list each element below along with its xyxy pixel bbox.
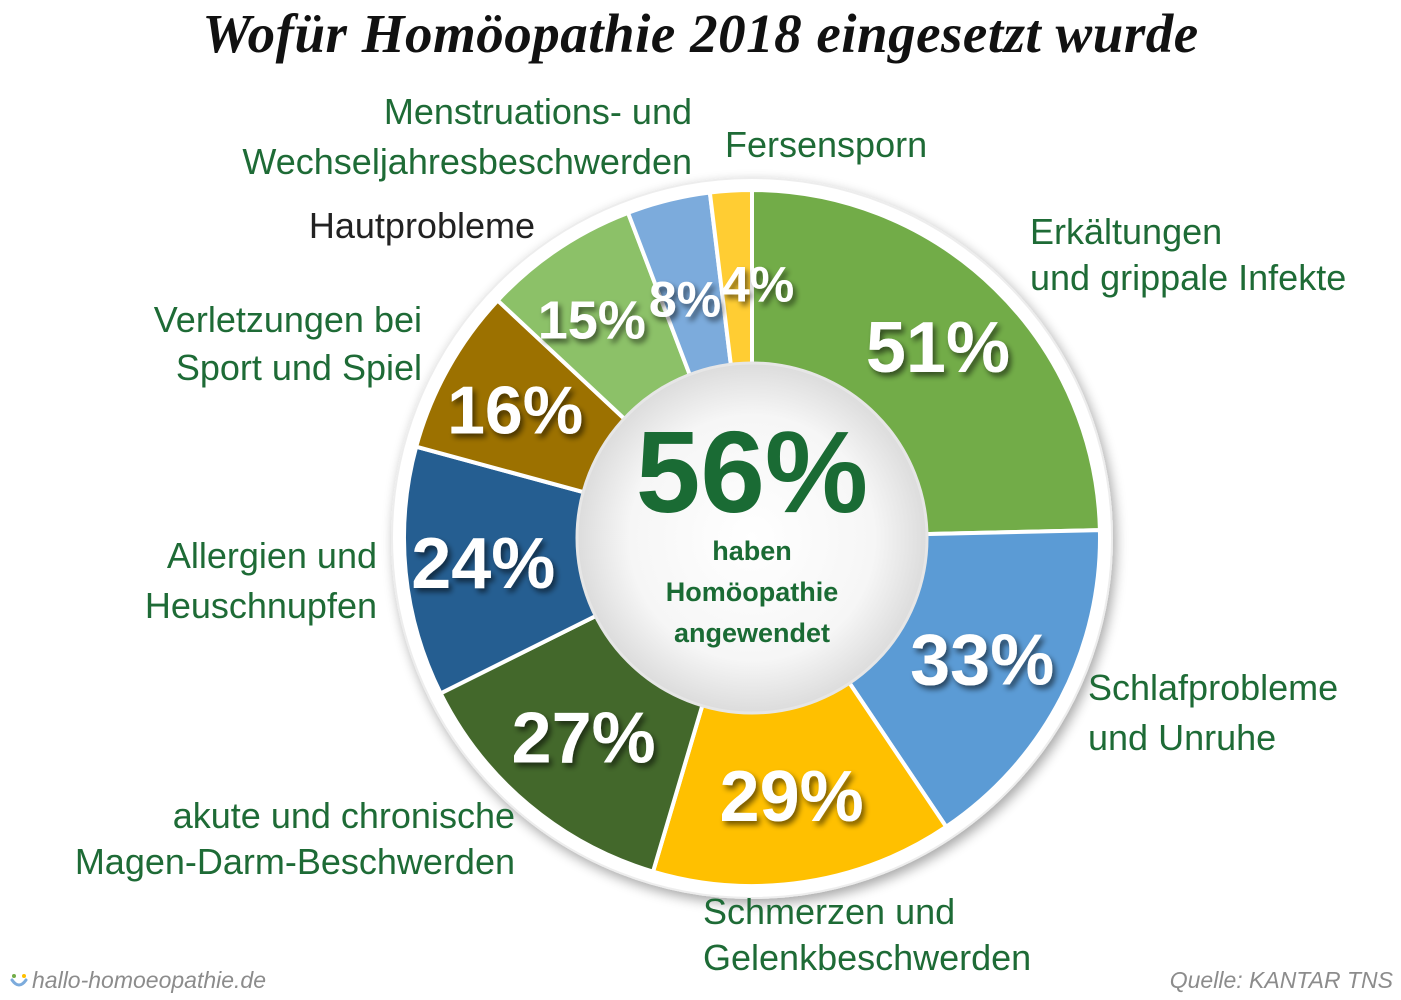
category-label-line: Erkältungen (1030, 211, 1222, 252)
category-label-1: Erkältungen und grippale Infekte (1030, 211, 1346, 298)
slice-value-label-4: 27% (512, 699, 656, 779)
percentage-labels: 51% 33% 29% 27% 24% 16% 15% 8% 4% (411, 256, 1054, 837)
slice-value-label-8: 8% (649, 272, 721, 328)
category-label-line: Hautprobleme (309, 205, 535, 246)
category-label-line: Heuschnupfen (145, 585, 377, 626)
category-label-line: Gelenkbeschwerden (703, 937, 1031, 978)
slice-value-label-2: 33% (910, 620, 1054, 700)
category-label-6: Verletzungen bei Sport und Spiel (154, 299, 422, 388)
center-line-2: Homöopathie (666, 577, 839, 607)
slice-value-label-7: 15% (538, 291, 646, 351)
category-labels: Erkältungen und grippale Infekte Schlafpro… (75, 91, 1346, 978)
chart-title: Wofür Homöopathie 2018 eingesetzt wurde (202, 3, 1199, 64)
category-label-line: und grippale Infekte (1030, 257, 1346, 298)
category-label-5: Allergien und Heuschnupfen (145, 535, 377, 626)
category-label-8: Menstruations- und Wechseljahresbeschwerd… (242, 91, 692, 182)
category-label-line: Sport und Spiel (176, 347, 422, 388)
category-label-line: und Unruhe (1088, 717, 1276, 758)
center-value: 56% (636, 407, 868, 537)
slice-value-label-6: 16% (447, 372, 583, 448)
category-label-4: akute und chronische Magen-Darm-Beschwerd… (75, 795, 515, 882)
center-line-3: angewendet (674, 618, 830, 648)
category-label-line: Menstruations- und (384, 91, 692, 132)
slice-value-label-9: 4% (722, 256, 794, 312)
category-label-line: Verletzungen bei (154, 299, 422, 340)
category-label-9: Fersensporn (725, 124, 927, 165)
slice-value-label-1: 51% (866, 308, 1010, 388)
category-label-7: Hautprobleme (309, 205, 535, 246)
slice-value-label-5: 24% (411, 524, 555, 604)
website-text: hallo-homoeopathie.de (32, 967, 267, 993)
website-credit: hallo-homoeopathie.de (8, 967, 266, 994)
center-line-1: haben (712, 536, 792, 566)
smile-logo-icon (10, 973, 28, 986)
category-label-line: Magen-Darm-Beschwerden (75, 841, 515, 882)
category-label-2: Schlafprobleme und Unruhe (1088, 667, 1338, 758)
center-circle (575, 361, 929, 715)
category-label-line: Schmerzen und (703, 891, 955, 932)
slice-value-label-3: 29% (720, 757, 864, 837)
category-label-line: Fersensporn (725, 124, 927, 165)
source-credit: Quelle: KANTAR TNS (1169, 967, 1393, 993)
category-label-line: akute und chronische (173, 795, 515, 836)
category-label-line: Schlafprobleme (1088, 667, 1338, 708)
category-label-3: Schmerzen und Gelenkbeschwerden (703, 891, 1031, 978)
category-label-line: Allergien und (167, 535, 377, 576)
category-label-line: Wechseljahresbeschwerden (242, 141, 692, 182)
